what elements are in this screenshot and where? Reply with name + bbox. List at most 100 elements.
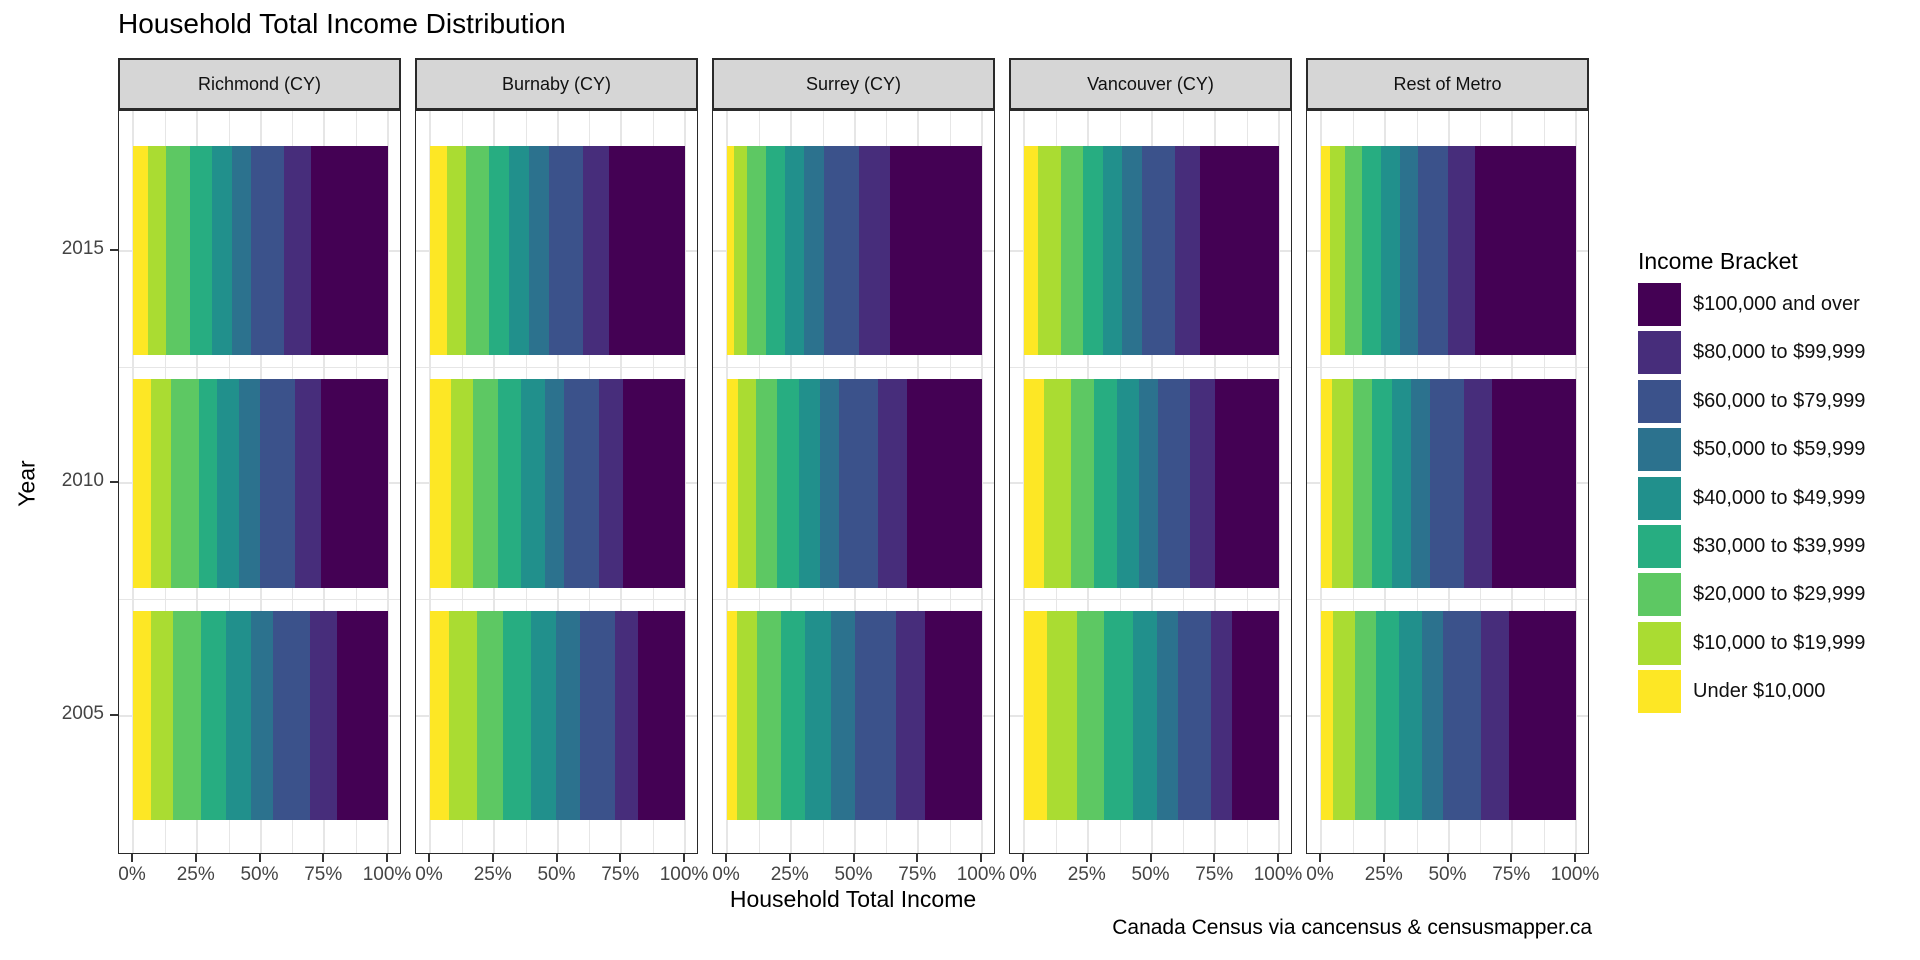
bar-segment (1141, 146, 1176, 355)
x-axis-tick (491, 854, 494, 862)
gridline-minor-horizontal (416, 599, 697, 601)
bar-segment (747, 146, 766, 355)
bar-segment (1190, 378, 1215, 588)
bar-segment (1333, 611, 1355, 820)
x-axis-tick (194, 854, 197, 862)
bar-segment (579, 611, 615, 820)
bar-segment (1231, 611, 1279, 820)
bar-segment (1509, 611, 1576, 820)
bar-segment (765, 146, 785, 355)
bar-segment (1361, 146, 1381, 355)
bar-segment (1082, 146, 1103, 355)
x-axis-tick (725, 854, 727, 862)
x-axis-tick (1574, 854, 1576, 862)
bar-segment (1024, 378, 1044, 588)
x-tick-label: 50% (834, 864, 873, 885)
bar-segment (638, 611, 685, 820)
bar-segment (859, 146, 890, 355)
bar-segment (272, 611, 311, 820)
y-axis-tick (110, 248, 118, 251)
x-axis-tick (1022, 854, 1024, 862)
chart-title: Household Total Income Distribution (118, 8, 566, 39)
x-tick-label: 75% (304, 864, 343, 885)
facet-panel (1009, 110, 1292, 854)
legend-item-label: $40,000 to $49,999 (1693, 486, 1866, 509)
bar-segment (830, 611, 855, 820)
bar-segment (133, 611, 151, 820)
legend-item-label: $80,000 to $99,999 (1693, 341, 1866, 364)
bar-segment (250, 611, 273, 820)
legend-key-swatch (1638, 283, 1681, 326)
bar-segment (1464, 378, 1493, 588)
bar-segment (907, 378, 982, 588)
bar-segment (508, 146, 529, 355)
bar-segment (727, 146, 734, 355)
legend-item: $60,000 to $79,999 (1638, 379, 1865, 423)
legend-key-swatch (1638, 331, 1681, 375)
bar-segment (1043, 378, 1072, 588)
gridline-minor-horizontal (713, 366, 994, 368)
facet-panel (118, 110, 401, 854)
bar-segment (1410, 378, 1430, 588)
bar-segment (727, 611, 737, 820)
bar-segment (1175, 146, 1201, 355)
bar-segment (498, 378, 522, 588)
y-axis-tick (110, 481, 118, 483)
x-axis-tick (1510, 854, 1513, 862)
bar-segment (310, 611, 337, 820)
bar-segment (260, 378, 295, 588)
bar-segment (1475, 146, 1576, 355)
bar-segment (1429, 378, 1465, 588)
bar-segment (780, 611, 806, 820)
legend-item: $40,000 to $49,999 (1638, 476, 1866, 520)
bar-segment (1178, 611, 1211, 820)
bar-segment (854, 611, 896, 820)
bar-segment (217, 378, 240, 588)
gridline-minor-horizontal (416, 366, 697, 368)
bar-segment (544, 378, 565, 588)
bar-segment (148, 146, 167, 355)
legend-item-label: $20,000 to $29,999 (1693, 583, 1866, 606)
x-axis-tick (788, 854, 791, 862)
x-tick-label: 50% (1428, 864, 1467, 885)
bar-segment (488, 146, 509, 355)
bar-segment (1448, 146, 1476, 355)
bar-segment (226, 611, 251, 820)
bar-segment (1443, 611, 1481, 820)
bar-segment (528, 146, 550, 355)
bar-segment (173, 611, 201, 820)
stacked-bar-2015 (1321, 146, 1576, 355)
gridline-minor-horizontal (1010, 599, 1291, 601)
bar-segment (1076, 611, 1105, 820)
x-tick-label: 25% (770, 864, 809, 885)
bar-segment (449, 611, 477, 820)
x-axis-tick (1149, 854, 1152, 862)
gridline-minor-horizontal (1010, 366, 1291, 368)
x-axis-tick (386, 854, 388, 862)
gridline-minor-horizontal (119, 366, 400, 368)
x-axis-tick (1382, 854, 1385, 862)
bar-segment (1210, 611, 1232, 820)
legend-item: $50,000 to $59,999 (1638, 428, 1865, 472)
bar-segment (503, 611, 531, 820)
stacked-bar-2010 (430, 378, 685, 588)
bar-segment (430, 611, 450, 820)
x-tick-label: 50% (537, 864, 576, 885)
x-axis-tick (683, 854, 685, 862)
x-tick-label: 0% (1009, 864, 1037, 885)
bar-segment (171, 378, 199, 588)
bar-segment (1214, 378, 1279, 588)
bar-segment (1321, 146, 1330, 355)
bar-segment (1156, 611, 1179, 820)
bar-segment (839, 378, 878, 588)
bar-segment (446, 146, 467, 355)
legend-item-label: Under $10,000 (1693, 680, 1826, 703)
x-tick-label: 0% (415, 864, 443, 885)
bar-segment (805, 611, 831, 820)
bar-segment (1392, 378, 1411, 588)
legend-item-label: $100,000 and over (1693, 293, 1860, 315)
bar-segment (1345, 146, 1362, 355)
x-tick-label: 25% (473, 864, 512, 885)
bar-segment (1104, 611, 1133, 820)
bar-segment (1102, 146, 1122, 355)
